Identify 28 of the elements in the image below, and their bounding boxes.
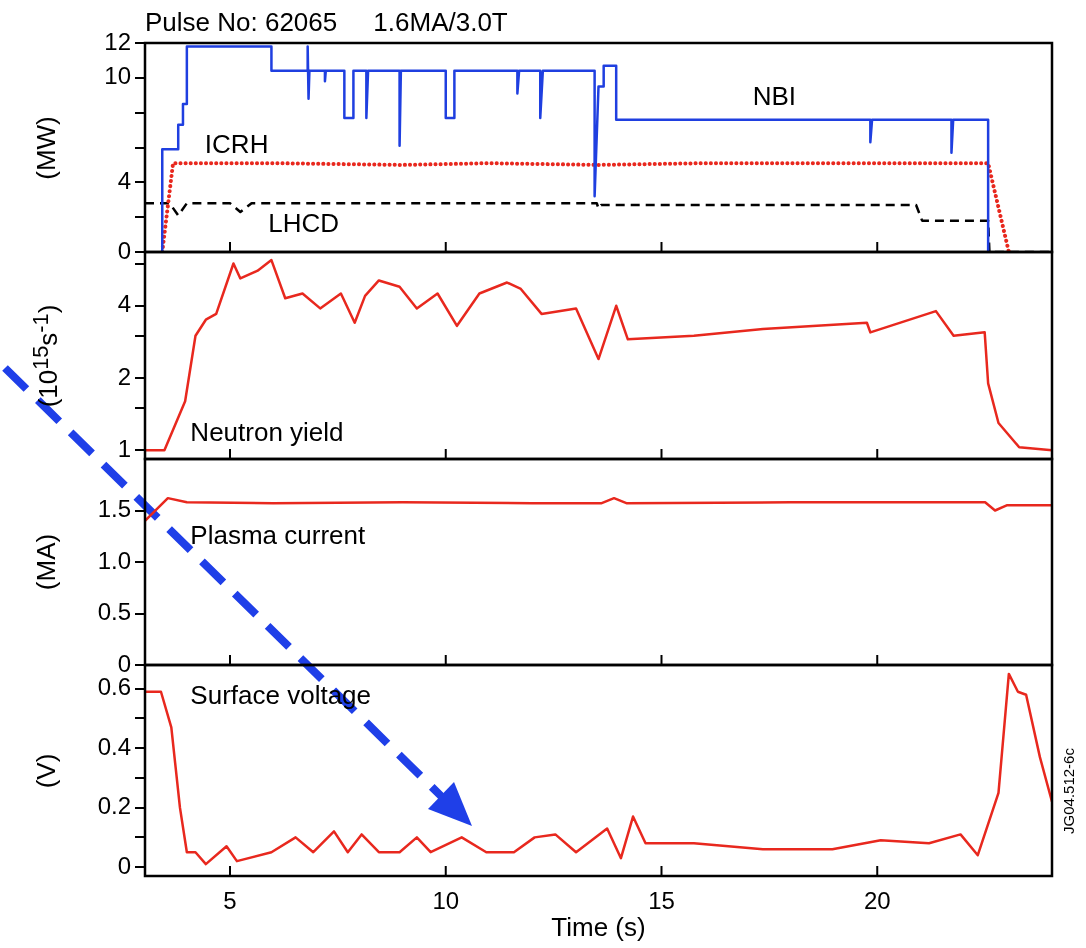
y-axis-title: (V) xyxy=(30,753,62,788)
text: JG04.512-6c xyxy=(1059,747,1077,834)
y-tick-label: 0.5 xyxy=(97,598,131,626)
y-tick-label: 4 xyxy=(117,166,131,194)
x-tick-label: 10 xyxy=(432,887,460,915)
y-tick-label: 0 xyxy=(117,851,131,879)
y-tick-label: 4 xyxy=(117,290,131,318)
y-tick-label: 0.4 xyxy=(97,732,131,760)
chart-title: Pulse No: 62065 1.6MA/3.0T xyxy=(145,7,508,38)
x-axis-title: Time (s) xyxy=(551,912,646,942)
y-tick-label: 0.2 xyxy=(97,792,131,820)
series-label: ICRH xyxy=(204,128,269,159)
y-tick-label: 2 xyxy=(117,362,131,390)
y-axis-title: (MW) xyxy=(30,115,62,180)
series-label: Plasma current xyxy=(190,520,366,551)
x-tick-label: 20 xyxy=(863,887,891,915)
x-tick-label: 15 xyxy=(648,887,675,915)
y-tick-label: 12 xyxy=(104,27,131,55)
y-tick-label: 1 xyxy=(117,434,131,462)
y-tick-label: 1.5 xyxy=(97,495,131,523)
y-axis-title: (MA) xyxy=(30,533,62,591)
y-tick-label: 1.0 xyxy=(97,546,131,574)
y-tick-label: 0 xyxy=(117,236,131,264)
series-label: Neutron yield xyxy=(190,417,344,448)
x-tick-label: 5 xyxy=(223,887,237,915)
series-label: LHCD xyxy=(268,208,340,238)
y-tick-label: 10 xyxy=(104,62,131,90)
series-label: NBI xyxy=(752,80,797,111)
